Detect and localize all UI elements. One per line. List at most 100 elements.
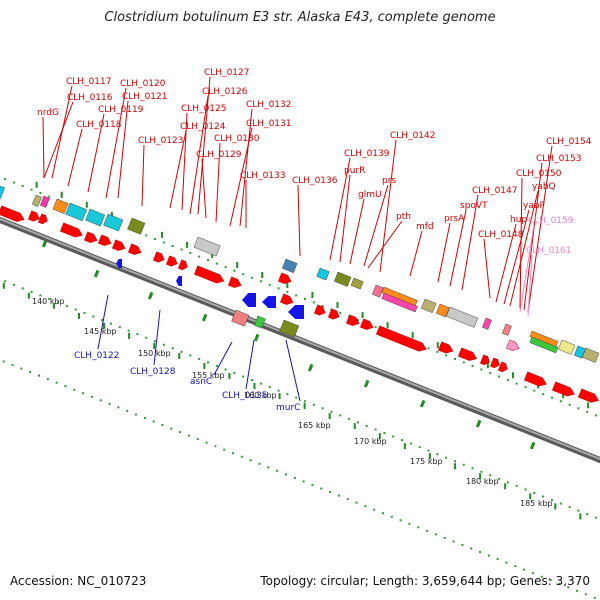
upper-dotted-track-dot [206,259,209,262]
upper-dotted-track-dot [445,354,448,357]
reverse-cds-arrow [262,296,276,308]
scale-dotted-track-dot [258,462,261,465]
lower-dotted-track-dot [374,428,377,431]
forward-cds-arrow-shape [280,293,294,305]
gene-label-yabq: yabQ [532,182,556,192]
leader-line [42,116,45,179]
gene-label-clh_0147: CLH_0147 [472,186,517,196]
leader-line [339,174,351,263]
forward-cds-arrow [280,293,294,305]
scale-dotted-track-dot [443,536,446,539]
scale-tick [147,291,154,300]
forward-cds-arrow [376,325,427,352]
upper-dotted-track-dot [268,283,271,286]
scale-dotted-track-dot [373,508,376,511]
upper-dotted-track-dot [30,188,33,191]
scale-dotted-track-dot [496,558,499,561]
minor-tick [386,322,389,329]
lower-dotted-track-dot [4,280,7,283]
scale-dotted-track-dot [337,494,340,497]
minor-tick [236,261,239,268]
scale-dotted-track-dot [593,596,596,599]
upper-dotted-track-dot [286,290,289,293]
scale-dotted-track-dot [540,575,543,578]
forward-cds-arrow-shape [346,314,360,326]
scale-dotted-track-dot [205,441,208,444]
leader-line [379,139,397,273]
scale-dotted-track-dot [558,582,561,585]
scale-dotted-track-dot [135,413,138,416]
upper-dotted-track-dot [533,389,536,392]
feature-box [334,271,352,287]
forward-cds-arrow [98,234,112,246]
gene-label-murc: murC [276,403,300,413]
lower-dotted-track-dot [268,386,271,389]
upper-dotted-track-dot [506,379,509,382]
scale-dotted-track-dot [64,385,67,388]
upper-dotted-track-dot [577,407,580,410]
minor-tick [411,332,414,339]
minor-tick [110,211,113,218]
scale-dotted-track-dot [276,469,279,472]
upper-dotted-track-dot [171,244,174,247]
upper-dotted-track-dot [304,297,307,300]
leader-line [153,309,161,366]
scale-dotted-track-dot [20,367,23,370]
forward-cds-arrow-shape [128,243,142,255]
lower-dotted-track-dot [65,304,68,307]
lower-dotted-track-dot [559,502,562,505]
scale-dotted-track-dot [514,565,517,568]
leader-line [509,190,539,307]
leader-line [409,230,423,277]
upper-dotted-track-dot [180,248,183,251]
scale-dotted-track-dot [249,459,252,462]
scale-label: 185 kbp [520,499,553,508]
upper-dotted-track-dot [312,301,315,304]
scale-dotted-track-dot [461,543,464,546]
minor-tick [529,493,532,500]
map-title: Clostridium botulinum E3 str. Alaska E43… [104,10,496,25]
scale-tick [41,239,48,248]
gene-label-glmu: glmU [358,190,382,200]
scale-dotted-track-dot [196,438,199,441]
forward-cds-arrow-shape [0,205,25,222]
scale-dotted-track-dot [523,568,526,571]
feature-box [40,195,50,208]
scale-tick [201,313,208,322]
upper-dotted-track-dot [198,255,201,258]
forward-cds-arrow [28,210,40,222]
scale-dotted-track-dot [11,364,14,367]
lower-dotted-track-dot [233,372,236,375]
minor-tick [454,463,457,470]
leader-line [297,184,301,257]
feature-box [381,292,418,313]
scale-dotted-track-dot [364,505,367,508]
forward-cds-arrow-shape [60,222,83,238]
gene-label-pth: pth [396,212,411,222]
minor-tick [160,231,163,238]
scale-tick [307,363,314,372]
gene-label-clh_0130: CLH_0130 [214,134,260,144]
leader-line [363,184,389,267]
upper-dotted-track-dot [259,280,262,283]
feature-box [482,317,492,330]
scale-dotted-track-dot [90,395,93,398]
scale-dotted-track-dot [531,572,534,575]
lower-dotted-track-dot [48,297,51,300]
upper-dotted-track-dot [436,350,439,353]
forward-cds-arrow [328,308,340,320]
minor-tick [103,322,106,329]
lower-dotted-track-dot [154,340,157,343]
lower-dotted-track-dot [568,506,571,509]
scale-tick [93,269,100,278]
forward-cds-arrow [228,276,242,288]
genome-backbone [0,216,600,464]
feature-box [85,208,106,227]
upper-dotted-track-dot [215,262,218,265]
minor-tick [228,372,231,379]
gene-label-clh_0118: CLH_0118 [76,120,122,130]
gene-label-purr: purR [344,166,365,176]
leader-line [213,341,233,376]
forward-cds-arrow-shape [498,361,508,373]
lower-dotted-track-dot [74,308,77,311]
